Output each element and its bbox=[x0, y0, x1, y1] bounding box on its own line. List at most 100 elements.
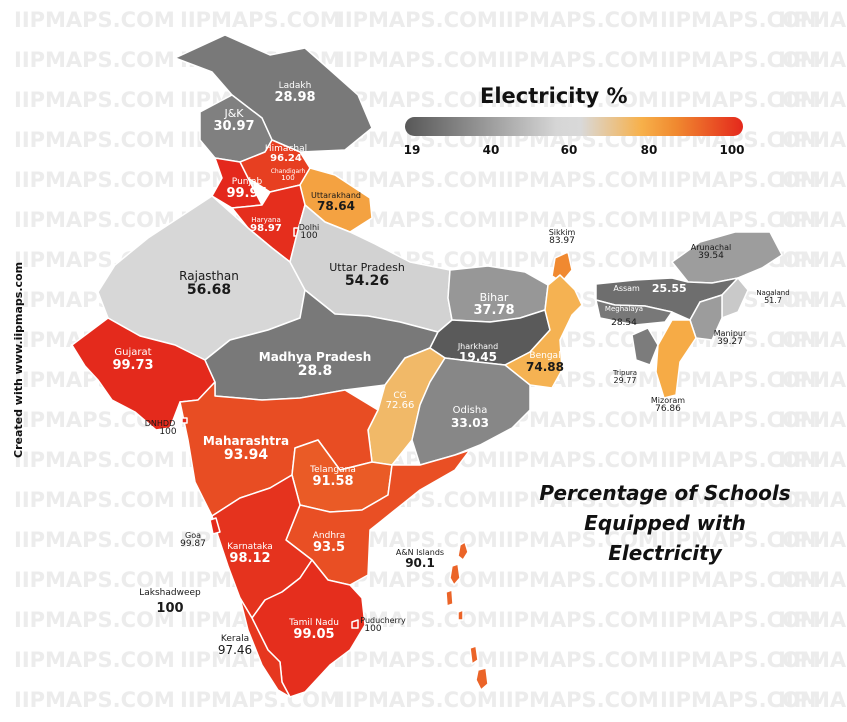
label-mp: Madhya Pradesh 28.8 bbox=[259, 351, 372, 378]
label-assam: Assam 25.55 bbox=[613, 283, 686, 295]
watermark-text: IIPMAPS.COM bbox=[660, 8, 821, 32]
watermark-text: IIPMAPS.COM bbox=[498, 48, 659, 72]
label-himachal: Himachal 96.24 bbox=[264, 144, 308, 165]
label-bengal-name: Bengal bbox=[529, 351, 561, 361]
label-rajasthan-value: 56.68 bbox=[186, 281, 232, 298]
watermark-text: IIPMAPS.COM bbox=[337, 8, 498, 32]
label-nagaland: Nagaland 51.7 bbox=[756, 289, 789, 306]
label-kerala-value: 97.46 bbox=[217, 643, 253, 658]
label-ladakh-name: Ladakh bbox=[278, 81, 312, 91]
label-haryana-name: Haryana bbox=[251, 216, 281, 224]
label-maharashtra: Maharashtra 93.94 bbox=[203, 435, 289, 462]
label-bihar: Bihar 37.78 bbox=[473, 292, 514, 317]
label-up-value: 54.26 bbox=[344, 272, 390, 289]
label-telangana: Telangana 91.58 bbox=[310, 465, 356, 490]
label-kerala-name: Kerala bbox=[220, 634, 250, 644]
watermark-text: IIPMAPS.COM bbox=[778, 208, 847, 232]
watermark-text: IIPMAPS.COM bbox=[498, 448, 659, 472]
label-himachal-value: 96.24 bbox=[270, 153, 302, 165]
watermark-text: IIPMAPS.COM bbox=[660, 448, 821, 472]
label-ladakh: Ladakh 28.98 bbox=[274, 81, 316, 106]
label-sikkim-name: Sikkim bbox=[548, 228, 576, 237]
region-bengal bbox=[504, 274, 583, 389]
watermark-text: IIPMAPS.COM bbox=[498, 688, 659, 712]
watermark-text: IIPMAPS.COM bbox=[660, 368, 821, 392]
label-tamilnadu-value: 99.05 bbox=[293, 627, 335, 643]
watermark-text: IIPMAPS.COM bbox=[337, 168, 498, 192]
watermark-text: IIPMAPS.COM bbox=[778, 688, 847, 712]
label-arunachal: Arunachal 39.54 bbox=[690, 243, 732, 262]
label-an-name: A&N Islands bbox=[395, 548, 445, 557]
map-title: Percentage of Schools Equipped with Elec… bbox=[525, 478, 805, 568]
watermark-text: IIPMAPS.COM bbox=[498, 648, 659, 672]
label-haryana: Haryana 98.97 bbox=[250, 216, 282, 235]
watermark-text: IIPMAPS.COM bbox=[778, 368, 847, 392]
watermark-text: IIPMAPS.COM bbox=[498, 248, 659, 272]
label-rajasthan: Rajasthan 56.68 bbox=[179, 270, 239, 297]
label-ladakh-value: 28.98 bbox=[274, 90, 316, 106]
label-puducherry: Puducherry 100 bbox=[360, 616, 405, 635]
label-manipur: Manipur 39.27 bbox=[713, 329, 747, 348]
region-sikkim bbox=[551, 251, 573, 283]
label-chandigarh-name: Chandigarh bbox=[270, 168, 306, 175]
label-dnhdd-value: 100 bbox=[159, 427, 177, 438]
label-delhi-value: 100 bbox=[300, 231, 318, 242]
label-lakshadweep: Lakshadweep 100 bbox=[139, 588, 201, 617]
label-rajasthan-name: Rajasthan bbox=[179, 269, 239, 283]
watermark-text: IIPMAPS.COM bbox=[778, 328, 847, 352]
label-tripura-name: Tripura bbox=[612, 369, 638, 377]
label-manipur-name: Manipur bbox=[713, 329, 747, 338]
legend-tick-100: 100 bbox=[719, 143, 745, 157]
watermark-text: IIPMAPS.COM bbox=[498, 88, 659, 112]
label-meghalaya-name: Meghalaya bbox=[604, 305, 644, 313]
label-mp-name: Madhya Pradesh bbox=[258, 350, 372, 364]
label-puducherry-value: 100 bbox=[364, 624, 382, 635]
label-meghalaya: Meghalaya 28.54 bbox=[604, 305, 644, 329]
label-lakshadweep-value: 100 bbox=[156, 601, 184, 617]
watermark-text: IIPMAPS.COM bbox=[14, 88, 175, 112]
label-tripura-value: 29.77 bbox=[613, 376, 637, 386]
label-goa: Goa 99.87 bbox=[180, 531, 206, 550]
label-odisha-value: 33.03 bbox=[451, 415, 489, 430]
label-karnataka-value: 98.12 bbox=[229, 551, 271, 567]
label-jk-name: J&K bbox=[224, 107, 244, 120]
label-haryana-value: 98.97 bbox=[250, 223, 282, 235]
region-tripura bbox=[631, 327, 659, 366]
region-odisha bbox=[411, 357, 531, 466]
region-meghalaya bbox=[595, 299, 673, 326]
watermark-text: IIPMAPS.COM bbox=[180, 688, 341, 712]
label-jk: J&K 30.97 bbox=[213, 108, 254, 133]
label-telangana-value: 91.58 bbox=[312, 474, 354, 490]
label-himachal-name: Himachal bbox=[264, 144, 308, 154]
label-bihar-name: Bihar bbox=[479, 291, 509, 304]
watermark-text: IIPMAPS.COM bbox=[778, 488, 847, 512]
watermark-text: IIPMAPS.COM bbox=[660, 168, 821, 192]
watermark-text: IIPMAPS.COM bbox=[14, 208, 175, 232]
label-tripura: Tripura 29.77 bbox=[612, 369, 638, 386]
label-mizoram-name: Mizoram bbox=[650, 396, 686, 405]
label-assam-value: 25.55 bbox=[651, 282, 687, 295]
region-goa bbox=[209, 517, 221, 535]
watermark-text: IIPMAPS.COM bbox=[14, 488, 175, 512]
label-dnhdd: DNHDD 100 bbox=[143, 419, 177, 438]
label-delhi-name: Dolhi bbox=[298, 223, 320, 232]
watermark-text: IIPMAPS.COM bbox=[14, 128, 175, 152]
label-cg-name: CG bbox=[393, 391, 407, 401]
legend-color-bar bbox=[405, 117, 743, 136]
watermark-text: IIPMAPS.COM bbox=[778, 48, 847, 72]
watermark-text: IIPMAPS.COM bbox=[660, 528, 821, 552]
watermark-text: IIPMAPS.COM bbox=[14, 8, 175, 32]
region-dnhdd bbox=[181, 417, 188, 424]
watermark-text: IIPMAPS.COM bbox=[498, 488, 659, 512]
watermark-text: IIPMAPS.COM bbox=[660, 408, 821, 432]
watermark-text: IIPMAPS.COM bbox=[498, 168, 659, 192]
map-title-line1: Percentage of Schools bbox=[539, 481, 791, 505]
label-mizoram-value: 76.86 bbox=[655, 404, 681, 415]
watermark-text: IIPMAPS.COM bbox=[498, 568, 659, 592]
label-maharashtra-name: Maharashtra bbox=[202, 434, 290, 448]
label-arunachal-name: Arunachal bbox=[690, 243, 732, 252]
watermark-text: IIPMAPS.COM bbox=[14, 688, 175, 712]
legend-tick-40: 40 bbox=[482, 143, 500, 157]
watermark-text: IIPMAPS.COM bbox=[14, 48, 175, 72]
